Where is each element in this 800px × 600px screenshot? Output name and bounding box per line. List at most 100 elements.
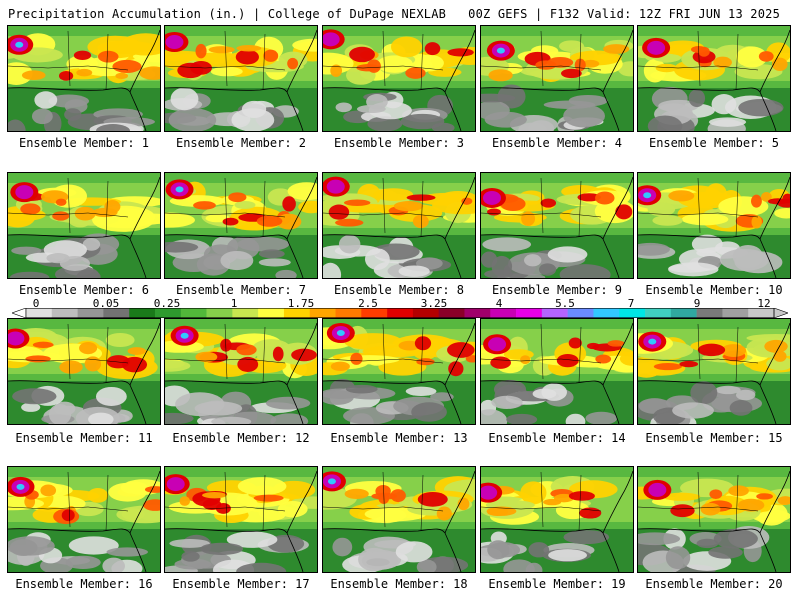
ensemble-member-panel bbox=[7, 172, 161, 279]
ensemble-member-panel bbox=[322, 318, 476, 425]
colorbar-tick-label: 9 bbox=[693, 297, 701, 310]
ensemble-member-label: Ensemble Member: 8 bbox=[333, 283, 465, 297]
colorbar-swatch bbox=[541, 308, 568, 318]
ensemble-member-label: Ensemble Member: 20 bbox=[645, 577, 783, 591]
ensemble-member-label: Ensemble Member: 7 bbox=[175, 283, 307, 297]
ensemble-member-panel bbox=[322, 466, 476, 573]
ensemble-member-panel bbox=[480, 318, 634, 425]
ensemble-member-panel bbox=[637, 25, 791, 132]
colorbar-tick-label: 5.5 bbox=[555, 297, 575, 310]
ensemble-member-label: Ensemble Member: 11 bbox=[15, 431, 153, 445]
colorbar-tick-label: 3.25 bbox=[420, 297, 448, 310]
colorbar-swatch bbox=[309, 308, 336, 318]
ensemble-member-panel bbox=[480, 25, 634, 132]
colorbar-max-arrow bbox=[773, 308, 788, 318]
ensemble-member-label: Ensemble Member: 16 bbox=[15, 577, 153, 591]
colorbar-swatch bbox=[516, 308, 543, 318]
ensemble-member-label: Ensemble Member: 17 bbox=[172, 577, 310, 591]
ensemble-member-panel bbox=[7, 25, 161, 132]
ensemble-member-panel bbox=[7, 318, 161, 425]
precip-map bbox=[8, 467, 160, 572]
colorbar-swatch bbox=[619, 308, 646, 318]
ensemble-member-panel bbox=[322, 25, 476, 132]
colorbar-swatch bbox=[438, 308, 465, 318]
colorbar-tick-label: 7 bbox=[627, 297, 635, 310]
ensemble-member-label: Ensemble Member: 2 bbox=[175, 136, 307, 150]
precip-map bbox=[481, 173, 633, 278]
colorbar-swatch bbox=[696, 308, 723, 318]
colorbar-tick-label: 12 bbox=[757, 297, 771, 310]
colorbar-swatch bbox=[232, 308, 259, 318]
precip-map bbox=[165, 26, 317, 131]
ensemble-member-label: Ensemble Member: 18 bbox=[330, 577, 468, 591]
ensemble-member-label: Ensemble Member: 6 bbox=[18, 283, 150, 297]
ensemble-member-panel bbox=[637, 172, 791, 279]
colorbar-swatch bbox=[722, 308, 749, 318]
colorbar-swatch bbox=[206, 308, 233, 318]
colorbar-swatch bbox=[748, 308, 775, 318]
colorbar-swatch bbox=[283, 308, 311, 318]
map-title: Precipitation Accumulation (in.) | Colle… bbox=[8, 7, 447, 21]
colorbar-tick-label: 0.25 bbox=[153, 297, 181, 310]
ensemble-member-panel bbox=[637, 466, 791, 573]
colorbar-swatch bbox=[77, 308, 104, 318]
colorbar-swatch bbox=[593, 308, 620, 318]
colorbar-tick-label: 0.05 bbox=[92, 297, 120, 310]
colorbar-swatch bbox=[51, 308, 78, 318]
ensemble-member-label: Ensemble Member: 1 bbox=[18, 136, 150, 150]
precip-map bbox=[323, 26, 475, 131]
colorbar-swatch bbox=[103, 308, 130, 318]
colorbar-swatch bbox=[335, 308, 362, 318]
ensemble-member-label: Ensemble Member: 4 bbox=[491, 136, 623, 150]
ensemble-member-label: Ensemble Member: 9 bbox=[491, 283, 623, 297]
ensemble-member-label: Ensemble Member: 3 bbox=[333, 136, 465, 150]
colorbar-swatch bbox=[180, 308, 207, 318]
precip-map bbox=[165, 173, 317, 278]
precip-map bbox=[638, 26, 790, 131]
colorbar-swatch bbox=[129, 308, 156, 318]
precip-map bbox=[638, 319, 790, 424]
ensemble-member-panel bbox=[480, 466, 634, 573]
colorbar-swatch bbox=[387, 308, 414, 318]
precip-map bbox=[8, 26, 160, 131]
ensemble-member-label: Ensemble Member: 13 bbox=[330, 431, 468, 445]
colorbar-swatch bbox=[412, 308, 439, 318]
colorbar-tick-label: 4 bbox=[495, 297, 503, 310]
precip-map bbox=[323, 467, 475, 572]
colorbar-swatch bbox=[154, 308, 182, 318]
colorbar-tick-label: 0 bbox=[32, 297, 40, 310]
ensemble-member-panel bbox=[322, 172, 476, 279]
precip-map bbox=[8, 319, 160, 424]
ensemble-member-label: Ensemble Member: 14 bbox=[488, 431, 626, 445]
precip-map bbox=[638, 467, 790, 572]
precip-map bbox=[481, 319, 633, 424]
colorbar-swatch bbox=[361, 308, 388, 318]
precip-map bbox=[165, 467, 317, 572]
ensemble-member-label: Ensemble Member: 12 bbox=[172, 431, 310, 445]
colorbar-swatch bbox=[464, 308, 491, 318]
ensemble-member-panel bbox=[164, 318, 318, 425]
colorbar-legend: 0 0.05 0.25 1 1.75 2.5 3.25 4 5.5 7 9 12 bbox=[12, 298, 788, 320]
colorbar-tick-label: 1 bbox=[230, 297, 238, 310]
ensemble-member-panel bbox=[164, 25, 318, 132]
ensemble-member-panel bbox=[164, 172, 318, 279]
ensemble-member-label: Ensemble Member: 5 bbox=[648, 136, 780, 150]
precip-map bbox=[481, 467, 633, 572]
colorbar-swatch bbox=[26, 308, 53, 318]
precip-map bbox=[481, 26, 633, 131]
colorbar-tick-label: 1.75 bbox=[287, 297, 315, 310]
run-valid-time: 00Z GEFS | F132 Valid: 12Z FRI JUN 13 20… bbox=[468, 7, 780, 21]
ensemble-member-label: Ensemble Member: 10 bbox=[645, 283, 783, 297]
colorbar-swatch bbox=[490, 308, 517, 318]
ensemble-member-panel bbox=[164, 466, 318, 573]
colorbar-swatch bbox=[567, 308, 594, 318]
colorbar-min-arrow bbox=[12, 308, 27, 318]
ensemble-member-panel bbox=[480, 172, 634, 279]
precip-map bbox=[323, 319, 475, 424]
ensemble-member-panel bbox=[637, 318, 791, 425]
precip-map bbox=[165, 319, 317, 424]
precip-map bbox=[638, 173, 790, 278]
precip-map bbox=[323, 173, 475, 278]
precip-map bbox=[8, 173, 160, 278]
ensemble-member-label: Ensemble Member: 15 bbox=[645, 431, 783, 445]
